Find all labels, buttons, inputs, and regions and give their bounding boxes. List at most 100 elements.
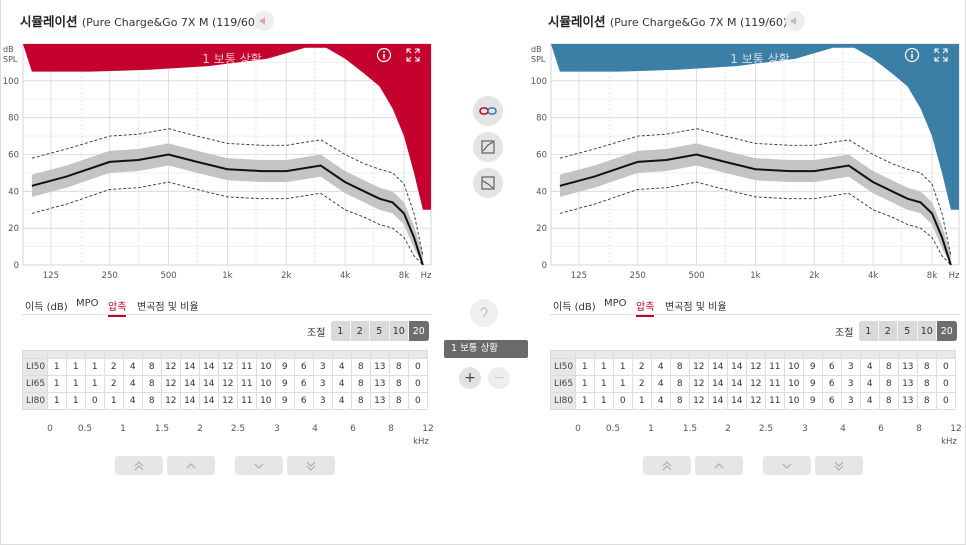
copy-right-to-left-button[interactable] [473,168,503,198]
gain-cell[interactable]: 6 [293,358,314,376]
gain-cell[interactable]: 6 [821,392,842,410]
step-down-button[interactable] [763,456,811,475]
gain-cell[interactable]: 1 [593,392,614,410]
gain-cell[interactable]: 14 [707,392,728,410]
gain-cell[interactable]: 8 [916,375,937,393]
gain-cell[interactable]: 1 [574,392,595,410]
gain-cell[interactable]: 8 [141,358,162,376]
tab-mpo[interactable]: MPO [76,298,99,309]
gain-cell[interactable]: 12 [745,392,766,410]
gain-cell[interactable]: 6 [293,392,314,410]
page-up-double-button[interactable] [115,456,163,475]
gain-cell[interactable]: 9 [802,392,823,410]
step-up-button[interactable] [167,456,215,475]
tab-kneepoint-ratio[interactable]: 변곡점 및 비율 [137,302,199,313]
gain-cell[interactable]: 0 [612,392,633,410]
gain-cell[interactable]: 10 [783,392,804,410]
expand-icon[interactable] [406,48,420,62]
gain-cell[interactable]: 13 [369,375,390,393]
gain-cell[interactable]: 0 [407,392,429,410]
gain-cell[interactable]: 0 [84,392,105,410]
gain-cell[interactable]: 12 [160,392,181,410]
gain-cell[interactable]: 14 [707,358,728,376]
gain-cell[interactable]: 8 [669,358,690,376]
gain-cell[interactable]: 1 [612,375,633,393]
gain-cell[interactable]: 1 [574,375,595,393]
gain-cell[interactable]: 8 [878,375,899,393]
gain-cell[interactable]: 8 [350,358,371,376]
gain-cell[interactable]: 14 [179,358,200,376]
page-down-double-button[interactable] [815,456,863,475]
gain-cell[interactable]: 1 [46,358,67,376]
add-program-button[interactable]: + [459,367,481,389]
step-20-button[interactable]: 20 [937,321,957,341]
gain-cell[interactable]: 3 [840,375,861,393]
tab-compression[interactable]: 압축 [108,298,127,317]
gain-cell[interactable]: 13 [897,375,918,393]
gain-cell[interactable]: 13 [369,392,390,410]
gain-cell[interactable]: 11 [236,375,257,393]
gain-cell[interactable]: 3 [312,392,333,410]
gain-cell[interactable]: 3 [312,358,333,376]
gain-cell[interactable]: 4 [122,358,143,376]
gain-cell[interactable]: 9 [802,358,823,376]
tab-mpo[interactable]: MPO [604,298,627,309]
page-down-double-button[interactable] [287,456,335,475]
gain-cell[interactable]: 0 [407,375,429,393]
gain-cell[interactable]: 4 [650,358,671,376]
gain-cell[interactable]: 1 [612,358,633,376]
step-10-button[interactable]: 10 [389,321,409,341]
program-selector[interactable]: 1 보통 상황 [444,340,528,358]
gain-cell[interactable]: 1 [65,358,86,376]
gain-cell[interactable]: 13 [369,358,390,376]
gain-cell[interactable]: 1 [103,392,124,410]
gain-cell[interactable]: 14 [198,392,219,410]
gain-cell[interactable]: 4 [650,375,671,393]
gain-cell[interactable]: 12 [688,358,709,376]
gain-cell[interactable]: 1 [593,358,614,376]
step-1-button[interactable]: 1 [331,321,351,341]
gain-cell[interactable]: 2 [103,375,124,393]
gain-cell[interactable]: 8 [350,375,371,393]
gain-cell[interactable]: 3 [840,358,861,376]
gain-cell[interactable]: 8 [878,358,899,376]
gain-cell[interactable]: 11 [764,392,785,410]
gain-cell[interactable]: 1 [46,392,67,410]
gain-cell[interactable]: 0 [935,392,957,410]
gain-cell[interactable]: 13 [897,392,918,410]
gain-cell[interactable]: 12 [217,375,238,393]
copy-left-to-right-button[interactable] [473,132,503,162]
gain-cell[interactable]: 1 [65,392,86,410]
gain-cell[interactable]: 4 [331,392,352,410]
gain-cell[interactable]: 8 [388,392,409,410]
gain-cell[interactable]: 14 [726,358,747,376]
gain-cell[interactable]: 4 [122,375,143,393]
gain-cell[interactable]: 12 [160,375,181,393]
gain-cell[interactable]: 12 [217,358,238,376]
step-5-button[interactable]: 5 [898,321,918,341]
gain-cell[interactable]: 4 [859,375,880,393]
gain-cell[interactable]: 10 [783,375,804,393]
step-down-button[interactable] [235,456,283,475]
speaker-mute-button[interactable] [254,11,274,31]
gain-cell[interactable]: 8 [669,375,690,393]
remove-program-button[interactable]: − [488,367,510,389]
step-10-button[interactable]: 10 [917,321,937,341]
gain-cell[interactable]: 8 [878,392,899,410]
step-2-button[interactable]: 2 [350,321,370,341]
gain-cell[interactable]: 12 [160,358,181,376]
gain-cell[interactable]: 1 [631,392,652,410]
gain-cell[interactable]: 10 [255,358,276,376]
gain-cell[interactable]: 9 [274,375,295,393]
gain-cell[interactable]: 13 [897,358,918,376]
gain-cell[interactable]: 14 [707,375,728,393]
gain-cell[interactable]: 11 [764,375,785,393]
gain-cell[interactable]: 12 [745,375,766,393]
gain-cell[interactable]: 0 [935,375,957,393]
gain-cell[interactable]: 11 [236,358,257,376]
gain-cell[interactable]: 14 [726,375,747,393]
gain-cell[interactable]: 2 [631,358,652,376]
link-sides-button[interactable] [473,96,503,126]
gain-cell[interactable]: 4 [122,392,143,410]
gain-cell[interactable]: 14 [198,358,219,376]
